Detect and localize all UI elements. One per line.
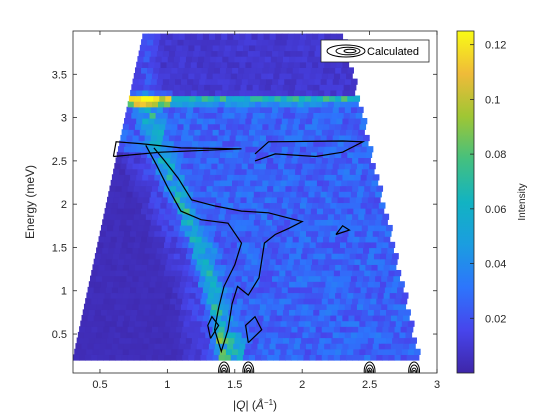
colorbar-tick-label: 0.12: [485, 40, 506, 52]
y-tick-label: 0.5: [52, 329, 67, 341]
contour-path: [335, 225, 351, 236]
bottom-contour: [411, 367, 417, 373]
y-axis: 0.5 1 1.5 2 2.5 3 3.5: [52, 69, 437, 341]
y-axis-label: Energy (meV): [23, 165, 37, 239]
heatmap: [73, 33, 421, 361]
colorbar-tick-label: 0.06: [485, 204, 506, 216]
colorbar-gradient: [456, 30, 475, 374]
y-tick-label: 2: [61, 199, 67, 211]
y-tick-label: 3: [61, 113, 67, 125]
bottom-contour: [243, 364, 253, 373]
bottom-contour: [242, 361, 255, 373]
colorbar-tick-label: 0.02: [485, 313, 506, 325]
bottom-contour: [412, 370, 416, 373]
colorbar-tick-label: 0.08: [485, 149, 506, 161]
y-tick-label: 3.5: [52, 69, 67, 81]
bottom-contour: [218, 361, 230, 373]
x-tick-label: 2.5: [362, 379, 377, 391]
colorbar-label: Intensity: [517, 183, 528, 220]
colorbar-tick-label: 0.1: [485, 94, 500, 106]
x-tick-label: 3: [434, 379, 440, 391]
contour-path: [145, 145, 304, 354]
legend-entry-calculated: Calculated: [367, 46, 419, 58]
y-tick-label: 2.5: [52, 156, 67, 168]
bottom-contour: [219, 364, 229, 373]
x-tick-label: 1: [164, 379, 170, 391]
legend-contour-icon: [326, 44, 366, 58]
bottom-contour: [221, 367, 227, 373]
contour-path: [254, 140, 366, 162]
y-tick-label: 1: [61, 286, 67, 298]
x-tick-label: 2: [299, 379, 305, 391]
legend: Calculated: [320, 39, 430, 63]
bottom-contour: [366, 367, 373, 373]
bottom-contour: [246, 370, 250, 373]
colorbar: 0.02 0.04 0.06 0.08 0.1 0.12 Intensity: [456, 30, 528, 374]
bottom-contour: [363, 361, 376, 373]
bottom-contour: [245, 367, 252, 373]
x-tick-label: 1.5: [227, 379, 242, 391]
bottom-contour: [222, 370, 226, 373]
bottom-contour: [409, 364, 419, 373]
contour-path: [207, 315, 220, 339]
colorbar-tick-label: 0.04: [485, 259, 506, 271]
colorbar-ticks: 0.02 0.04 0.06 0.08 0.1 0.12: [470, 40, 506, 325]
plot-frame: [72, 30, 438, 374]
bottom-contour: [365, 364, 374, 373]
x-tick-label: 0.5: [92, 379, 107, 391]
y-tick-label: 1.5: [52, 242, 67, 254]
x-axis-unit: Å: [255, 397, 264, 412]
contour-path: [244, 315, 263, 344]
contour-path: [112, 141, 242, 158]
x-axis: 0.5 1 1.5 2 2.5 3: [92, 31, 440, 391]
bottom-contour: [408, 361, 420, 373]
